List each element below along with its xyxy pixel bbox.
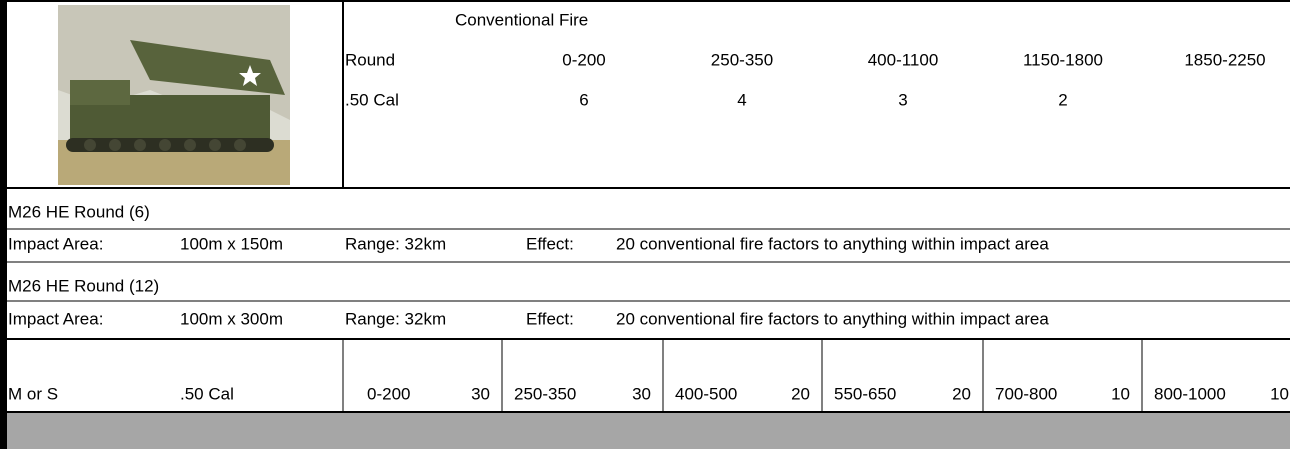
impact-label: Impact Area: bbox=[8, 309, 103, 328]
hit-number: 3 bbox=[898, 90, 907, 109]
range-band: 400-500 bbox=[675, 384, 737, 403]
factor: 20 bbox=[952, 384, 971, 403]
range-header: 0-200 bbox=[562, 50, 605, 69]
range: Range: 32km bbox=[345, 234, 446, 253]
range-band: 550-650 bbox=[834, 384, 896, 403]
factor: 10 bbox=[1111, 384, 1130, 403]
hit-number: 4 bbox=[737, 90, 746, 109]
range-band: 800-1000 bbox=[1154, 384, 1226, 403]
range: Range: 32km bbox=[345, 309, 446, 328]
range-header: 1150-1800 bbox=[1023, 50, 1103, 69]
weapon: .50 Cal bbox=[180, 384, 234, 403]
effect: 20 conventional fire factors to anything… bbox=[616, 309, 1049, 328]
round-name: M26 HE Round (12) bbox=[8, 276, 159, 295]
effect-label: Effect: bbox=[526, 309, 574, 328]
range-header: 400-1100 bbox=[868, 50, 939, 69]
round-name: M26 HE Round (6) bbox=[8, 202, 150, 221]
type: M or S bbox=[8, 384, 58, 403]
range-header: 250-350 bbox=[711, 50, 773, 69]
impact-area: 100m x 300m bbox=[180, 309, 283, 328]
range-band: 250-350 bbox=[514, 384, 576, 403]
factor: 30 bbox=[632, 384, 651, 403]
vehicle-photo bbox=[58, 5, 290, 185]
row-label: .50 Cal bbox=[345, 90, 399, 109]
range-band: 0-200 bbox=[367, 384, 410, 403]
effect: 20 conventional fire factors to anything… bbox=[616, 234, 1049, 253]
hit-number: 2 bbox=[1058, 90, 1067, 109]
spreadsheet: Conventional Fire Round 0-200 250-350 400-1… bbox=[0, 0, 1290, 449]
header-title: Conventional Fire bbox=[455, 10, 588, 29]
factor: 30 bbox=[471, 384, 490, 403]
factor: 20 bbox=[791, 384, 810, 403]
range-band: 700-800 bbox=[995, 384, 1057, 403]
gray-band bbox=[0, 412, 1290, 449]
row-label: Round bbox=[345, 50, 395, 69]
impact-label: Impact Area: bbox=[8, 234, 103, 253]
impact-area: 100m x 150m bbox=[180, 234, 283, 253]
effect-label: Effect: bbox=[526, 234, 574, 253]
hit-number: 6 bbox=[579, 90, 588, 109]
factor: 10 bbox=[1270, 384, 1289, 403]
range-header: 1850-2250 bbox=[1184, 50, 1265, 69]
